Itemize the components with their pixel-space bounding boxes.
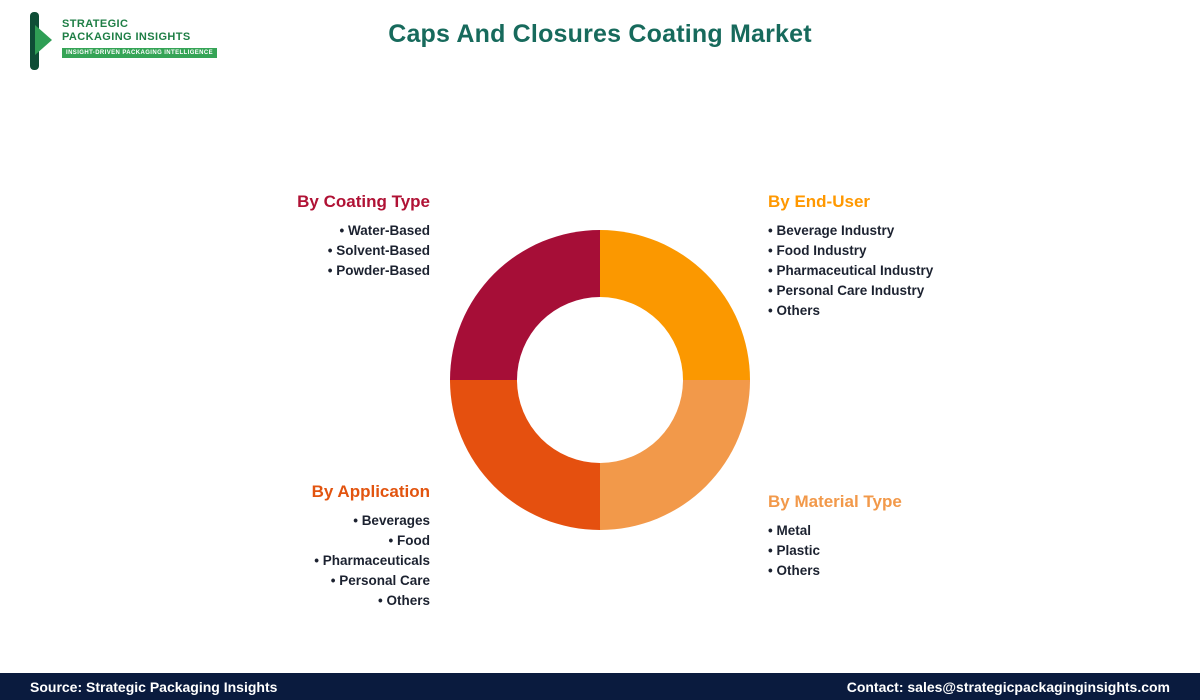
segment-items-end-user: Beverage IndustryFood IndustryPharmaceut… — [768, 221, 1008, 321]
segment-item: Pharmaceuticals — [190, 551, 430, 571]
segment-heading-application: By Application — [311, 482, 430, 501]
donut-hole — [517, 297, 683, 463]
logo-text: STRATEGIC PACKAGING INSIGHTS INSIGHT-DRI… — [62, 12, 218, 70]
segment-items-application: BeveragesFoodPharmaceuticalsPersonal Car… — [190, 511, 430, 611]
segment-item: Others — [190, 591, 430, 611]
logo-bar-shape — [30, 12, 39, 70]
segment-item: Others — [768, 301, 1008, 321]
logo-arrow-icon — [30, 12, 54, 70]
logo: STRATEGIC PACKAGING INSIGHTS INSIGHT-DRI… — [30, 12, 218, 70]
segment-item: Personal Care — [190, 571, 430, 591]
segment-heading-coating-type: By Coating Type — [297, 192, 430, 211]
segment-item: Metal — [768, 521, 1008, 541]
logo-title-line1: STRATEGIC — [62, 18, 129, 30]
segment-material-type: By Material Type MetalPlasticOthers — [768, 492, 1008, 581]
footer-source: Source: Strategic Packaging Insights — [30, 678, 278, 695]
segment-item: Beverage Industry — [768, 221, 1008, 241]
segment-item: Plastic — [768, 541, 1008, 561]
segment-items-material-type: MetalPlasticOthers — [768, 521, 1008, 581]
segment-item: Food — [190, 531, 430, 551]
logo-tagline: INSIGHT-DRIVEN PACKAGING INTELLIGENCE — [62, 48, 218, 58]
logo-chevron-shape — [35, 25, 52, 55]
segment-heading-material-type: By Material Type — [768, 492, 902, 511]
segment-item: Beverages — [190, 511, 430, 531]
footer: Source: Strategic Packaging Insights Con… — [0, 673, 1200, 700]
segment-heading-end-user: By End-User — [768, 192, 871, 211]
segment-application: By Application BeveragesFoodPharmaceutic… — [190, 482, 430, 611]
segment-item: Pharmaceutical Industry — [768, 261, 1008, 281]
segment-items-coating-type: Water-BasedSolvent-BasedPowder-Based — [190, 221, 430, 281]
footer-contact: Contact: sales@strategicpackaginginsight… — [846, 678, 1170, 695]
header: STRATEGIC PACKAGING INSIGHTS INSIGHT-DRI… — [0, 0, 1200, 95]
segment-item: Powder-Based — [190, 261, 430, 281]
donut-chart — [450, 230, 750, 530]
segment-end-user: By End-User Beverage IndustryFood Indust… — [768, 192, 1008, 321]
logo-title-line2: PACKAGING INSIGHTS — [62, 31, 191, 43]
segment-item: Personal Care Industry — [768, 281, 1008, 301]
page-title: Caps And Closures Coating Market — [388, 20, 812, 48]
segment-coating-type: By Coating Type Water-BasedSolvent-Based… — [190, 192, 430, 281]
segment-item: Food Industry — [768, 241, 1008, 261]
segment-item: Others — [768, 561, 1008, 581]
segment-item: Water-Based — [190, 221, 430, 241]
segment-item: Solvent-Based — [190, 241, 430, 261]
